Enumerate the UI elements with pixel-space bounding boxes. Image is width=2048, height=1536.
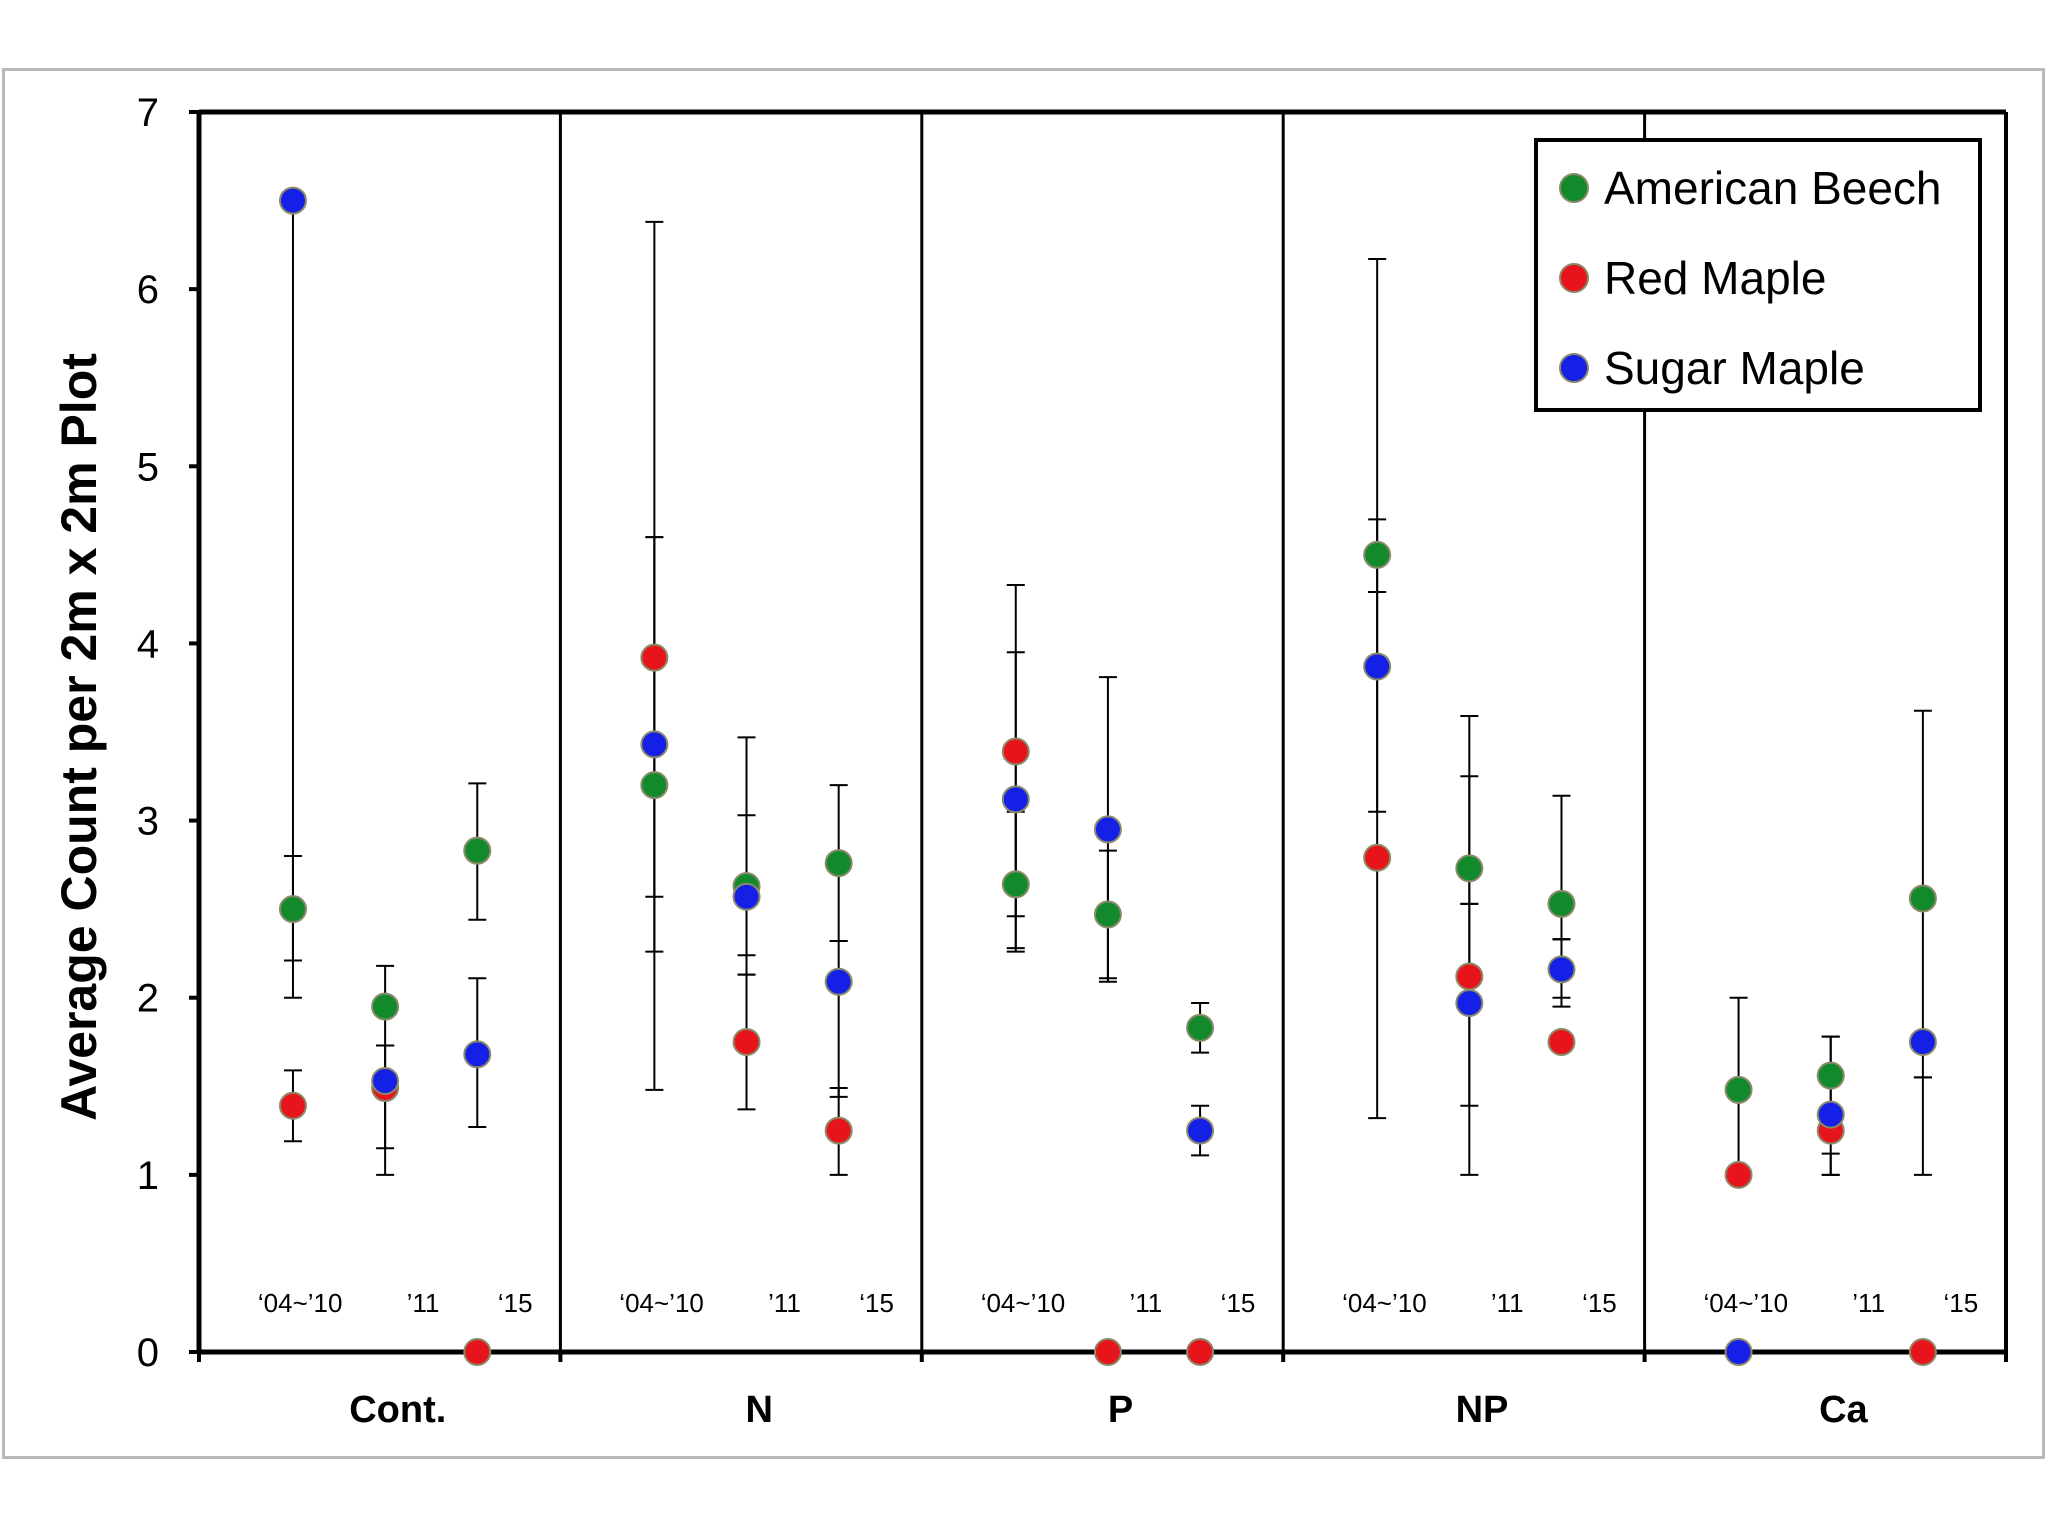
- group-label: Cont.: [349, 1389, 446, 1431]
- period-label: ‘15: [1582, 1288, 1617, 1318]
- data-point-sugar-maple: [640, 730, 669, 759]
- period-label: ‘04~’10: [981, 1288, 1066, 1318]
- data-point-red-maple: [278, 1091, 307, 1120]
- y-tick-label: 3: [137, 800, 159, 844]
- period-label: ‘15: [498, 1288, 533, 1318]
- data-point-american-beech: [1724, 1075, 1753, 1104]
- data-point-american-beech: [640, 771, 669, 800]
- legend: American Beech Red Maple Sugar Maple: [1534, 138, 1982, 412]
- data-point-sugar-maple: [1547, 955, 1576, 984]
- group-label: N: [745, 1389, 772, 1431]
- data-point-sugar-maple: [278, 186, 307, 215]
- period-label: ’11: [1852, 1288, 1885, 1318]
- data-point-red-maple: [1093, 1338, 1122, 1366]
- period-label: ‘04~’10: [619, 1288, 704, 1318]
- data-point-american-beech: [1455, 854, 1484, 883]
- group-label: NP: [1456, 1389, 1509, 1431]
- data-point-sugar-maple: [1001, 785, 1030, 814]
- data-point-red-maple: [1908, 1338, 1937, 1366]
- data-point-sugar-maple: [1816, 1100, 1845, 1129]
- data-point-red-maple: [1547, 1028, 1576, 1056]
- y-axis: 0 1 2 3 4 5 6 7: [137, 91, 199, 1375]
- y-tick-label: 4: [137, 622, 159, 666]
- period-label: ‘15: [1221, 1288, 1256, 1318]
- period-label: ’11: [768, 1288, 801, 1318]
- data-point-american-beech: [1093, 900, 1122, 929]
- y-axis-title: Average Count per 2m x 2m Plot: [51, 353, 107, 1121]
- data-point-american-beech: [371, 992, 400, 1021]
- data-point-american-beech: [824, 849, 853, 878]
- group-label: P: [1108, 1389, 1133, 1431]
- group-label: Ca: [1819, 1389, 1868, 1431]
- legend-label: American Beech: [1604, 162, 1942, 214]
- data-point-sugar-maple: [1455, 989, 1484, 1018]
- data-point-american-beech: [1363, 540, 1392, 569]
- data-point-red-maple: [640, 643, 669, 672]
- data-point-sugar-maple: [1186, 1116, 1215, 1145]
- data-point-red-maple: [1455, 962, 1484, 991]
- data-point-american-beech: [1816, 1061, 1845, 1090]
- legend-label: Red Maple: [1604, 252, 1826, 304]
- data-point-sugar-maple: [732, 882, 761, 911]
- data-point-sugar-maple: [371, 1066, 400, 1095]
- period-label: ’11: [407, 1288, 440, 1318]
- y-tick-label: 6: [137, 268, 159, 312]
- data-point-sugar-maple: [1724, 1338, 1753, 1366]
- data-point-sugar-maple: [824, 967, 853, 996]
- data-points: [278, 186, 1937, 1366]
- period-label: ‘15: [859, 1288, 894, 1318]
- period-label: ‘15: [1943, 1288, 1978, 1318]
- legend-marker: [1559, 353, 1589, 383]
- legend-marker: [1559, 263, 1589, 293]
- data-point-american-beech: [1908, 884, 1937, 913]
- data-point-red-maple: [1001, 737, 1030, 766]
- legend-marker: [1559, 173, 1589, 203]
- data-point-red-maple: [1363, 843, 1392, 872]
- y-tick-label: 1: [137, 1154, 159, 1198]
- data-point-sugar-maple: [463, 1040, 492, 1069]
- period-label: ‘04~’10: [258, 1288, 343, 1318]
- data-point-american-beech: [1001, 870, 1030, 899]
- legend-box: [1534, 138, 1982, 412]
- period-label: ‘04~’10: [1704, 1288, 1789, 1318]
- data-point-sugar-maple: [1908, 1028, 1937, 1056]
- data-point-american-beech: [278, 895, 307, 924]
- data-point-sugar-maple: [1093, 815, 1122, 844]
- data-point-sugar-maple: [1363, 652, 1392, 681]
- y-tick-label: 7: [137, 91, 159, 135]
- legend-label: Sugar Maple: [1604, 342, 1865, 394]
- data-point-american-beech: [1186, 1013, 1215, 1042]
- data-point-red-maple: [463, 1338, 492, 1366]
- data-point-red-maple: [824, 1116, 853, 1145]
- group-labels: Cont. N P NP Ca: [349, 1389, 1868, 1431]
- data-point-american-beech: [463, 836, 492, 865]
- period-label: ’11: [1129, 1288, 1162, 1318]
- y-tick-label: 5: [137, 445, 159, 489]
- data-point-american-beech: [1547, 889, 1576, 918]
- y-tick-label: 2: [137, 977, 159, 1021]
- y-tick-label: 0: [137, 1331, 159, 1375]
- period-label: ‘04~’10: [1342, 1288, 1427, 1318]
- data-point-red-maple: [732, 1028, 761, 1056]
- data-point-red-maple: [1186, 1338, 1215, 1366]
- period-label: ’11: [1491, 1288, 1524, 1318]
- data-point-red-maple: [1724, 1160, 1753, 1189]
- period-labels: ‘04~’10 ’11 ‘15 ‘04~’10 ’11 ‘15 ‘04~’10 ’11 ‘15 ‘…: [258, 1288, 1978, 1318]
